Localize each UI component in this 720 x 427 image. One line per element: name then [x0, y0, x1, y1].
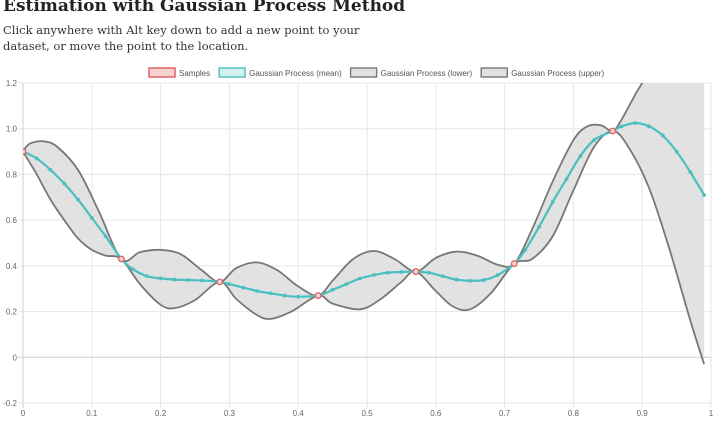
mean-point [131, 267, 135, 272]
y-tick-label: 1.2 [6, 79, 18, 88]
y-tick-label: -0.2 [3, 399, 17, 408]
sample-point[interactable] [216, 278, 224, 286]
mean-point [674, 149, 679, 154]
mean-point [482, 278, 486, 282]
legend-label-1[interactable]: Samples [179, 69, 210, 78]
mean-point [578, 154, 583, 159]
mean-point [702, 193, 707, 197]
mean-point [537, 225, 541, 229]
mean-point [440, 274, 445, 279]
mean-point [688, 170, 693, 175]
mean-point [468, 278, 473, 283]
lower-bound-line [23, 130, 705, 365]
mean-point [268, 291, 273, 296]
mean-point [62, 181, 67, 186]
mean-point [454, 277, 459, 282]
mean-point [255, 289, 259, 293]
mean-point [144, 274, 149, 279]
mean-point [330, 287, 335, 292]
mean-point [48, 167, 53, 172]
x-tick-label: 0.9 [637, 409, 649, 418]
mean-point [241, 285, 246, 290]
mean-point [34, 156, 39, 161]
x-axis: 0 0.1 0.2 0.3 0.4 0.5 0.6 0.7 0.8 0.9 1 [21, 409, 714, 418]
mean-point [427, 270, 431, 275]
x-tick-label: 0 [21, 409, 26, 418]
y-tick-label: 1.0 [6, 125, 18, 134]
mean-point [633, 121, 638, 125]
x-tick-label: 0.6 [430, 409, 442, 418]
legend-swatch-3[interactable] [349, 67, 378, 78]
sample-point[interactable] [510, 260, 518, 267]
plot-area[interactable] [20, 0, 707, 365]
mean-point [399, 270, 404, 274]
y-tick-label: 0 [13, 353, 18, 362]
sample-point[interactable] [314, 292, 322, 299]
mean-point [296, 294, 301, 299]
confidence-band [23, 83, 705, 365]
chart-grid [18, 82, 712, 408]
legend-swatch-4[interactable] [480, 67, 508, 78]
page-title: Estimation with Gaussian Process Method [3, 0, 406, 16]
mean-point [619, 124, 624, 129]
y-tick-label: 0.8 [6, 170, 18, 179]
mean-point [495, 273, 500, 277]
y-axis: -0.2 0 0.2 0.4 0.6 0.8 1.0 1.2 [3, 79, 17, 408]
x-tick-label: 0.2 [155, 409, 167, 418]
mean-point [660, 133, 665, 138]
mean-point [158, 276, 163, 281]
mean-point [523, 247, 528, 252]
y-tick-label: 0.2 [6, 308, 18, 317]
mean-point [227, 282, 232, 287]
sample-point[interactable] [609, 127, 617, 135]
mean-point [89, 215, 94, 220]
mean-point [282, 293, 287, 298]
chart-legend: Samples Gaussian Process (mean) Gaussian P… [148, 67, 604, 78]
x-tick-label: 0.8 [568, 409, 580, 418]
mean-point [103, 234, 108, 239]
sample-point[interactable] [412, 268, 420, 275]
y-tick-label: 0.4 [6, 262, 18, 271]
mean-point [76, 197, 80, 202]
mean-point [344, 282, 349, 287]
legend-label-3[interactable]: Gaussian Process (lower) [381, 69, 473, 78]
mean-point [564, 177, 569, 181]
x-tick-label: 0.7 [499, 409, 511, 418]
legend-label-2[interactable]: Gaussian Process (mean) [249, 69, 342, 78]
x-tick-label: 0.1 [86, 409, 98, 418]
x-tick-label: 0.3 [224, 409, 236, 418]
x-tick-label: 0.5 [361, 409, 373, 418]
mean-point [199, 278, 204, 283]
page-description: Click anywhere with Alt key down to add … [3, 23, 360, 53]
mean-point [371, 273, 376, 277]
mean-point [592, 138, 596, 143]
legend-label-4[interactable]: Gaussian Process (upper) [511, 69, 604, 78]
y-tick-label: 0.6 [6, 216, 18, 225]
mean-point [186, 278, 191, 282]
mean-point [358, 276, 363, 281]
mean-point [172, 277, 177, 282]
sample-point[interactable] [20, 148, 27, 155]
mean-point [647, 124, 651, 129]
mean-point [550, 199, 555, 204]
x-tick-label: 0.4 [293, 409, 305, 418]
x-tick-label: 1 [709, 409, 714, 418]
sample-point[interactable] [117, 255, 125, 263]
legend-swatch-1[interactable] [148, 67, 176, 78]
mean-point [385, 270, 390, 275]
legend-swatch-2[interactable] [218, 67, 246, 78]
